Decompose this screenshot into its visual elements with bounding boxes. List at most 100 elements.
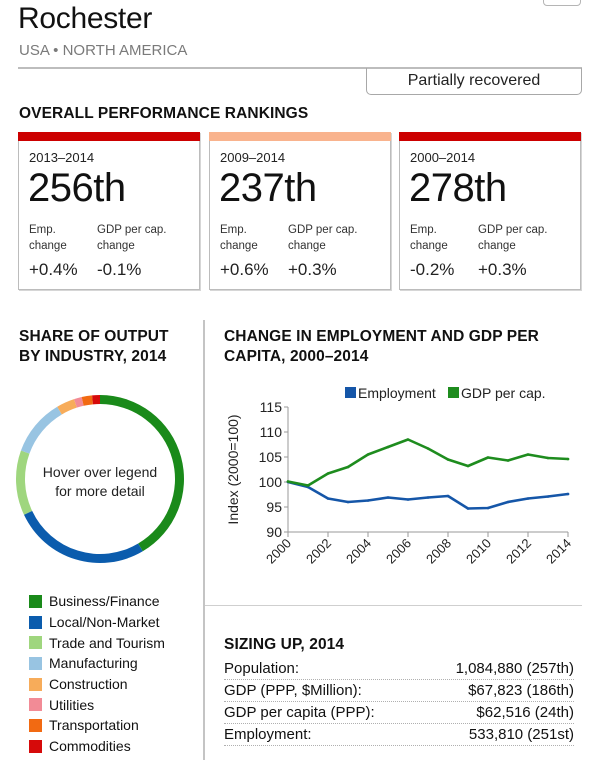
rank-card-2013-2014: 2013–2014 256th Emp. change GDP per cap. c… (18, 132, 200, 290)
rank-card-color-bar (209, 132, 391, 141)
recovery-status-badge: Partially recovered (366, 68, 582, 95)
emp-change-value: +0.4% (29, 260, 78, 279)
rank-card-rank: 256th (28, 166, 126, 210)
data-point (306, 484, 310, 487)
data-point (426, 496, 430, 499)
industry-legend: Business/Finance Local/Non-Market Trade an… (29, 591, 165, 757)
gdp-change-value: +0.3% (478, 260, 527, 279)
rank-card-color-bar (18, 132, 200, 141)
collapse-tab-button[interactable] (543, 0, 581, 6)
legend-item-commodities[interactable]: Commodities (29, 736, 165, 757)
legend-item-business-finance[interactable]: Business/Finance (29, 591, 165, 612)
legend-swatch (29, 718, 42, 732)
data-point (286, 480, 290, 483)
sizing-heading: SIZING UP, 2014 (224, 636, 345, 653)
donut-segment-manufacturing (20, 406, 62, 454)
data-point (406, 498, 410, 501)
legend-label: Business/Finance (49, 593, 160, 610)
x-tick-label: 2012 (503, 536, 534, 567)
sizing-label: GDP (PPP, $Million): (224, 682, 362, 699)
data-point (546, 456, 550, 460)
sizing-value: $62,516 (24th) (476, 704, 574, 721)
legend-label: Construction (49, 676, 128, 693)
data-point (546, 495, 550, 498)
donut-segment-utilities (74, 397, 84, 408)
emp-change-value: +0.6% (220, 260, 269, 279)
rank-card-period: 2000–2014 (410, 150, 476, 165)
legend-label[interactable]: Employment (358, 385, 436, 401)
rank-card-2000-2014: 2000–2014 278th Emp. change GDP per cap. c… (399, 132, 581, 290)
data-point (486, 456, 490, 459)
data-point (466, 464, 470, 468)
legend-item-construction[interactable]: Construction (29, 674, 165, 695)
data-point (346, 465, 350, 469)
sizing-row-employment: Employment: 533,810 (251st) (224, 724, 574, 746)
emp-change-label: Emp. change (220, 224, 258, 252)
data-point (566, 492, 570, 496)
legend-label: Local/Non-Market (49, 614, 160, 631)
gdp-change-value: -0.1% (97, 260, 142, 279)
rank-card-period: 2013–2014 (29, 150, 95, 165)
sizing-row-population: Population: 1,084,880 (257th) (224, 658, 574, 680)
rank-card-2009-2014: 2009–2014 237th Emp. change GDP per cap. c… (209, 132, 391, 290)
sizing-value: 1,084,880 (257th) (455, 660, 574, 677)
y-axis-label: Index (2000=100) (225, 414, 241, 524)
donut-segment-local-non-market (23, 510, 143, 563)
legend-swatch (29, 636, 42, 650)
data-point (566, 457, 570, 461)
gdp-change-label: GDP per cap. change (97, 224, 167, 252)
donut-center-hint: Hover over legend for more detail (42, 464, 158, 499)
legend-item-transportation[interactable]: Transportation (29, 715, 165, 736)
data-point (526, 453, 530, 456)
data-point (326, 472, 330, 475)
donut-segment-construction (57, 399, 77, 415)
legend-label: Commodities (49, 738, 131, 755)
legend-swatch (29, 739, 42, 753)
legend-swatch (29, 698, 42, 712)
sizing-label: Population: (224, 660, 300, 677)
sizing-label: Employment: (224, 726, 312, 743)
donut-segment-business-finance (100, 395, 184, 552)
donut-segment-commodities (92, 395, 100, 405)
x-tick-label: 2002 (303, 536, 334, 567)
legend-item-local-non-market[interactable]: Local/Non-Market (29, 612, 165, 633)
legend-swatch (29, 677, 42, 691)
change-heading: CHANGE IN EMPLOYMENT AND GDP PER CAPITA, … (224, 328, 539, 365)
y-tick-label: 110 (260, 424, 283, 440)
legend-item-utilities[interactable]: Utilities (29, 694, 165, 715)
data-point (366, 499, 370, 502)
share-heading: SHARE OF OUTPUT BY INDUSTRY, 2014 (19, 328, 169, 365)
legend-label[interactable]: GDP per cap. (461, 385, 546, 401)
data-point (386, 496, 390, 499)
series-line-gdp-per-cap (286, 438, 570, 487)
y-tick-label: 90 (266, 524, 282, 540)
legend-swatch (29, 594, 42, 608)
legend-item-manufacturing[interactable]: Manufacturing (29, 653, 165, 674)
region-subtitle: USA • NORTH AMERICA (19, 42, 188, 59)
data-point (466, 507, 470, 510)
legend-label: Trade and Tourism (49, 634, 165, 651)
legend-item-trade-and-tourism[interactable]: Trade and Tourism (29, 632, 165, 653)
data-point (506, 500, 510, 504)
legend-swatch (345, 387, 356, 398)
rank-card-rank: 278th (409, 166, 507, 210)
y-tick-label: 105 (259, 449, 283, 465)
data-point (386, 445, 390, 449)
sizing-label: GDP per capita (PPP): (224, 704, 375, 721)
header-divider (18, 67, 582, 69)
y-tick-label: 100 (259, 474, 283, 490)
data-point (406, 438, 410, 441)
data-point (426, 447, 430, 450)
sizing-table: Population: 1,084,880 (257th) GDP (PPP, … (224, 658, 574, 746)
x-tick-label: 2014 (543, 536, 574, 567)
data-point (346, 500, 350, 504)
rankings-heading: OVERALL PERFORMANCE RANKINGS (19, 105, 309, 122)
legend-label: Utilities (49, 696, 95, 713)
data-point (366, 453, 370, 456)
donut-segment-transportation (81, 395, 93, 406)
legend-swatch (448, 387, 459, 398)
data-point (526, 497, 530, 500)
x-tick-label: 2008 (423, 536, 454, 567)
sizing-value: $67,823 (186th) (468, 682, 574, 699)
y-tick-label: 115 (260, 399, 283, 415)
